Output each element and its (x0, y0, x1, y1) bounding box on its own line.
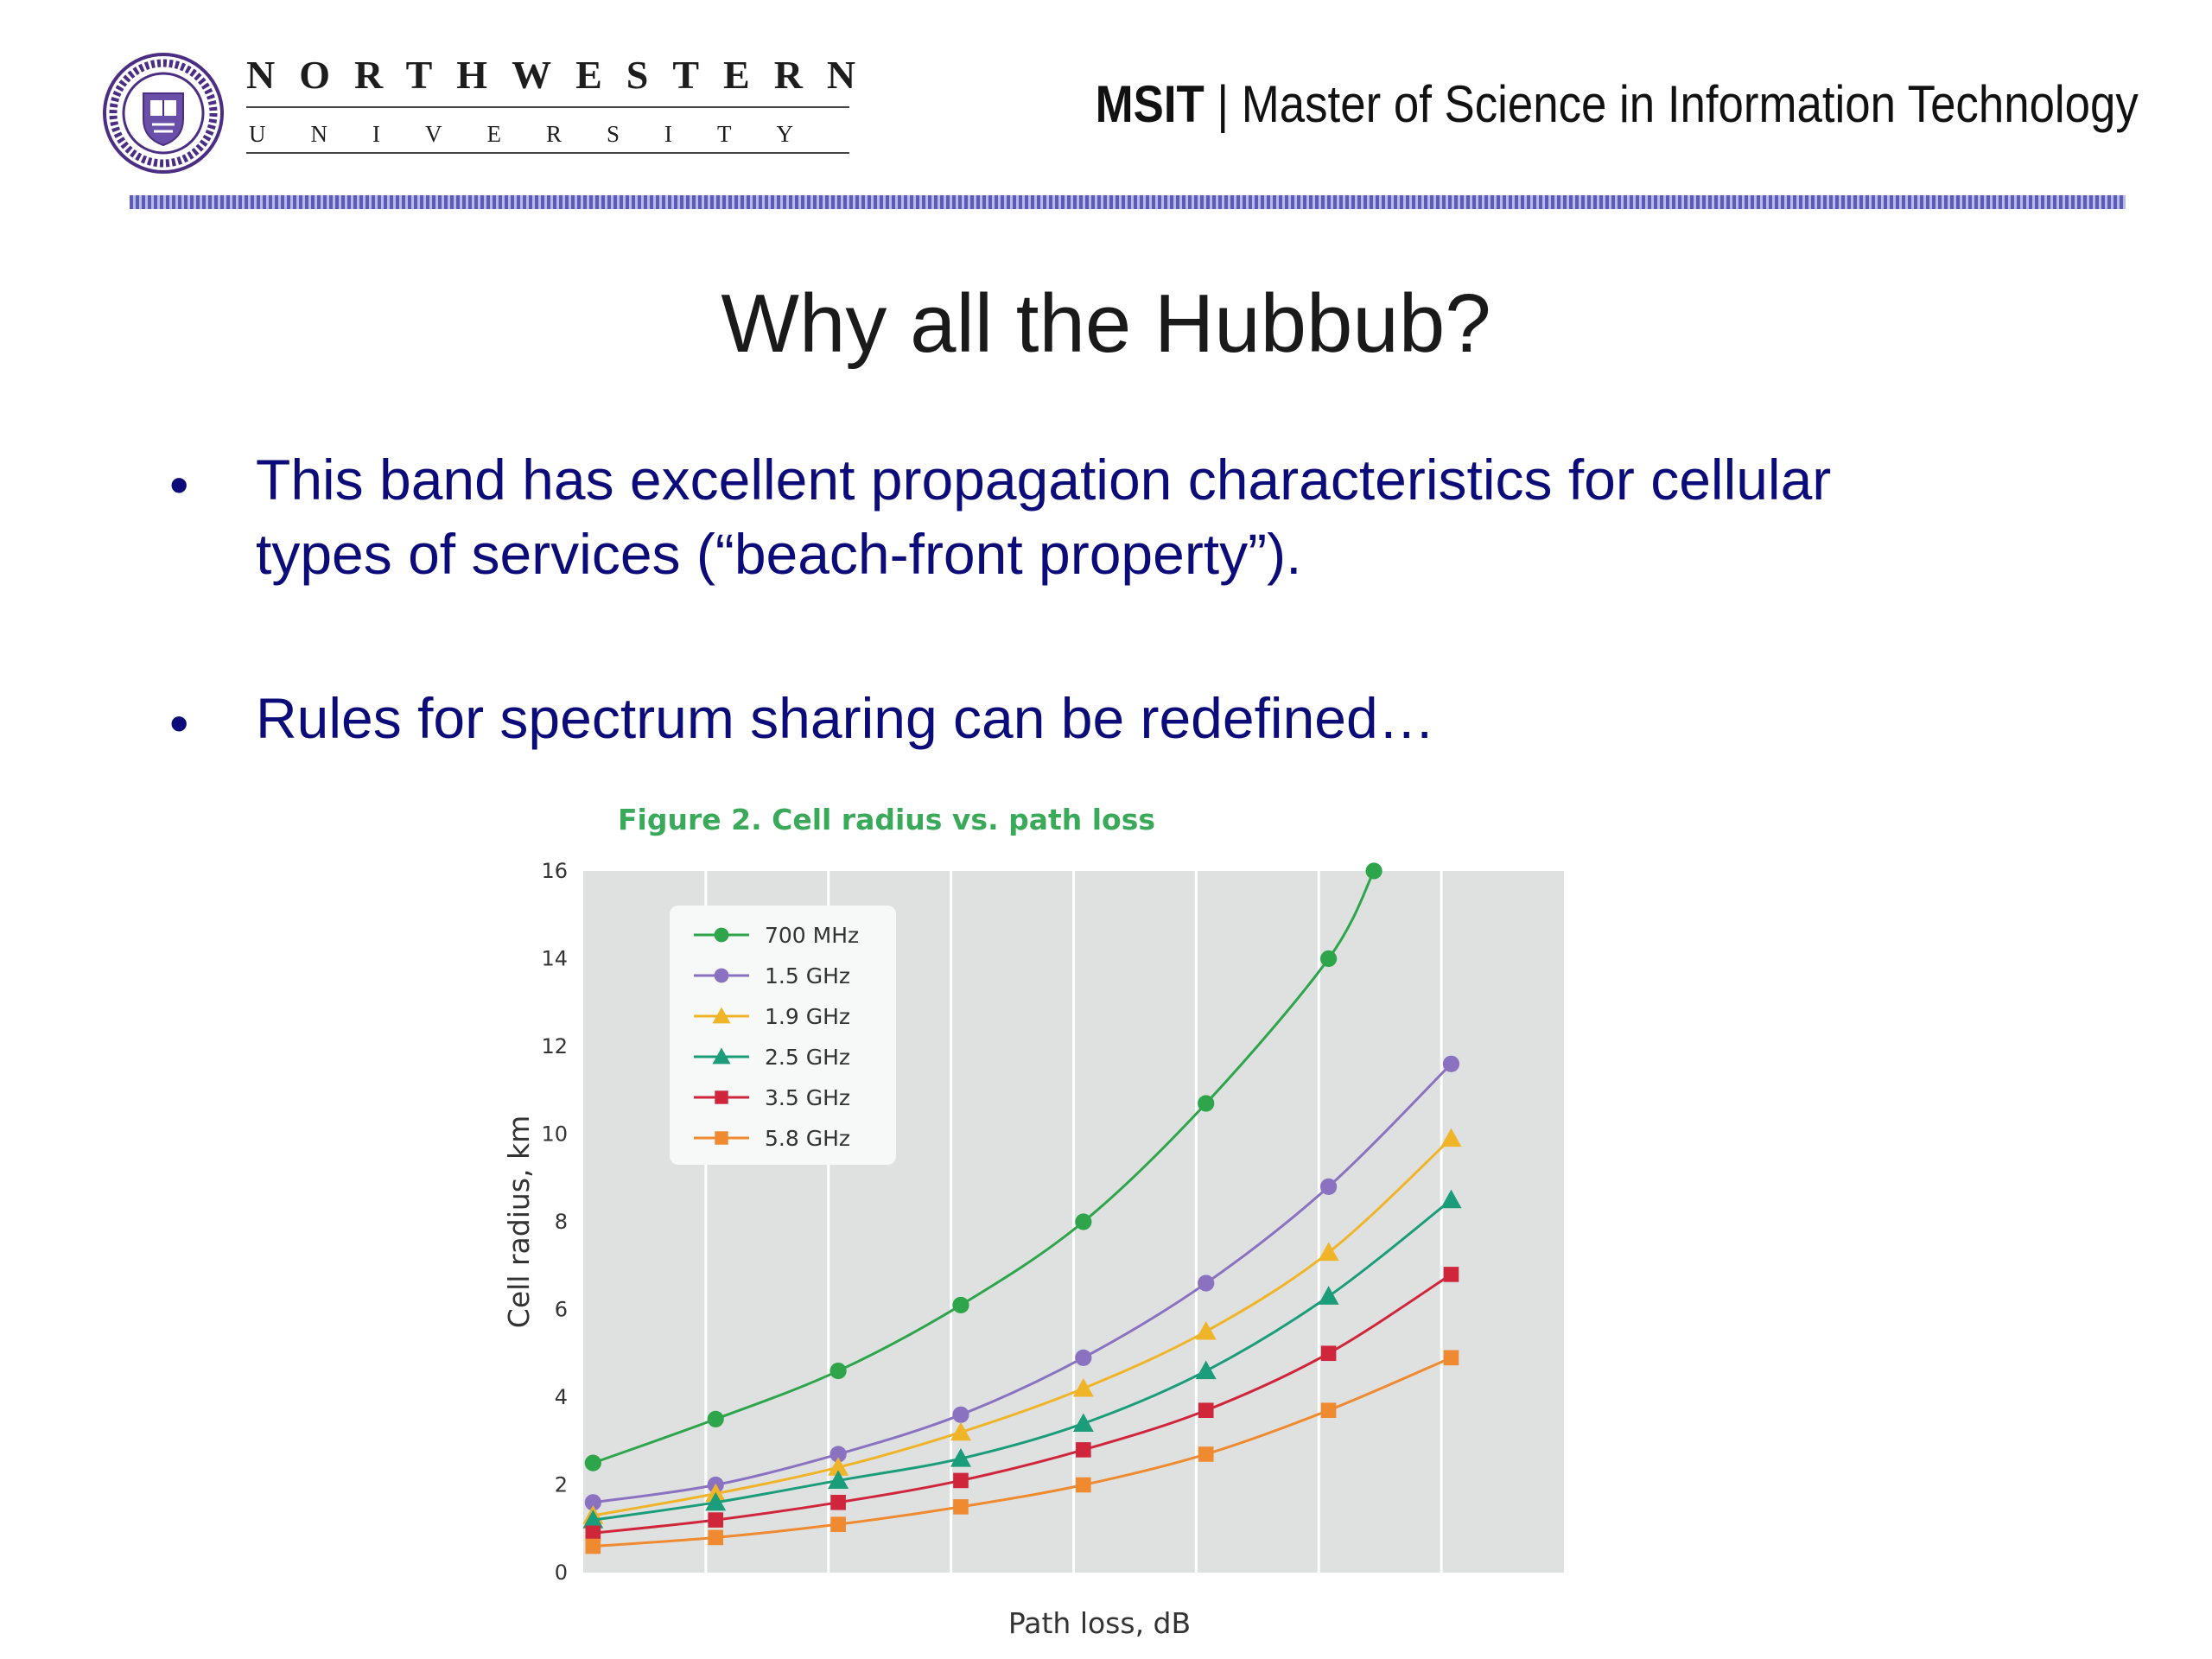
data-point (584, 1454, 601, 1471)
data-point (1318, 1286, 1339, 1305)
bullet-1-line-1: This band has excellent propagation char… (256, 448, 1832, 512)
bullet-marker-2: • (169, 692, 189, 754)
data-point (952, 1406, 969, 1423)
chart-title: Figure 2. Cell radius vs. path loss (618, 803, 1155, 836)
wordmark-rule-bottom (246, 152, 849, 154)
data-point (1075, 1213, 1092, 1230)
series-line (593, 1273, 1452, 1535)
data-point (1320, 950, 1338, 968)
header-divider (130, 195, 2126, 209)
data-point (708, 1529, 724, 1546)
legend-label: 3.5 GHz (765, 1085, 850, 1110)
y-tick-label: 10 (541, 1122, 568, 1147)
bullet-1-line-2: types of services (“beach-front property… (256, 522, 1302, 586)
y-tick-label: 14 (541, 947, 568, 971)
program-heading: MSIT | Master of Science in Information … (1096, 74, 2139, 134)
data-point (584, 1494, 601, 1511)
legend-label: 1.5 GHz (765, 963, 850, 988)
data-point (1198, 1402, 1214, 1419)
legend-marker (715, 1090, 728, 1104)
data-point (1440, 1128, 1462, 1147)
series-line (592, 870, 1376, 1465)
data-point (1365, 862, 1382, 880)
legend-label: 5.8 GHz (765, 1126, 850, 1151)
data-point (952, 1296, 969, 1314)
data-point (1443, 1350, 1459, 1366)
data-point (1198, 1446, 1214, 1462)
data-point (1320, 1402, 1337, 1419)
data-point (1198, 1274, 1215, 1292)
y-tick-label: 8 (555, 1210, 568, 1234)
legend-label: 1.9 GHz (765, 1004, 850, 1029)
data-point (950, 1421, 971, 1441)
data-point (585, 1525, 601, 1541)
data-point (1198, 1095, 1215, 1112)
data-point (708, 1512, 724, 1528)
data-point (707, 1410, 724, 1427)
bullet-2-line-1: Rules for spectrum sharing can be redefi… (256, 686, 1435, 750)
data-point (1442, 1055, 1460, 1072)
program-name: Master of Science in Information Technol… (1242, 75, 2139, 133)
y-tick-label: 6 (555, 1298, 568, 1322)
legend-marker (714, 927, 729, 943)
y-tick-label: 16 (541, 859, 568, 883)
data-point (830, 1446, 847, 1463)
bullet-text-2: Rules for spectrum sharing can be redefi… (256, 681, 2070, 755)
bullet-marker-1: • (169, 454, 189, 516)
data-point (1440, 1189, 1462, 1209)
y-tick-label: 2 (555, 1473, 568, 1497)
data-point (1195, 1360, 1217, 1380)
data-point (1318, 1242, 1339, 1262)
data-point (1072, 1377, 1094, 1397)
data-point (1195, 1320, 1217, 1340)
data-point (1076, 1477, 1091, 1493)
legend-marker (712, 1047, 731, 1065)
program-separator: | (1217, 75, 1230, 133)
x-axis-label: Path loss, dB (1008, 1606, 1191, 1640)
data-point (828, 1470, 849, 1490)
legend-marker (712, 1007, 731, 1024)
data-point (953, 1499, 969, 1515)
bullet-text-1: This band has excellent propagation char… (256, 442, 2070, 591)
y-axis-label: Cell radius, km (502, 1116, 536, 1328)
data-point (828, 1457, 849, 1476)
data-point (830, 1516, 846, 1532)
data-point (1320, 1345, 1337, 1362)
university-wordmark: NORTHWESTERN (246, 53, 880, 97)
data-point (582, 1510, 604, 1529)
series-line (593, 1356, 1452, 1548)
y-tick-label: 0 (555, 1560, 568, 1585)
data-point (705, 1491, 727, 1511)
data-point (1443, 1267, 1459, 1282)
data-point (830, 1362, 847, 1380)
legend-label: 700 MHz (765, 923, 859, 948)
legend-marker (714, 968, 729, 983)
y-tick-label: 12 (541, 1034, 568, 1058)
y-tick-label: 4 (555, 1385, 568, 1409)
program-abbreviation: MSIT (1095, 75, 1205, 133)
legend-marker (715, 1131, 728, 1145)
data-point (1076, 1442, 1091, 1458)
data-point (830, 1495, 846, 1510)
data-point (1072, 1413, 1094, 1433)
data-point (1075, 1349, 1092, 1366)
data-point (950, 1448, 971, 1467)
data-point (953, 1472, 969, 1489)
cell-radius-chart: Figure 2. Cell radius vs. path loss 0 2 4 6 8… (502, 803, 1564, 1640)
data-point (585, 1538, 601, 1554)
wordmark-rule-top (246, 106, 849, 108)
university-seal-logo (103, 53, 224, 174)
legend-label: 2.5 GHz (765, 1045, 850, 1070)
slide-title: Why all the Hubbub? (721, 277, 1491, 370)
university-subtitle: UNIVERSITY (249, 121, 838, 147)
data-point (1320, 1178, 1338, 1195)
